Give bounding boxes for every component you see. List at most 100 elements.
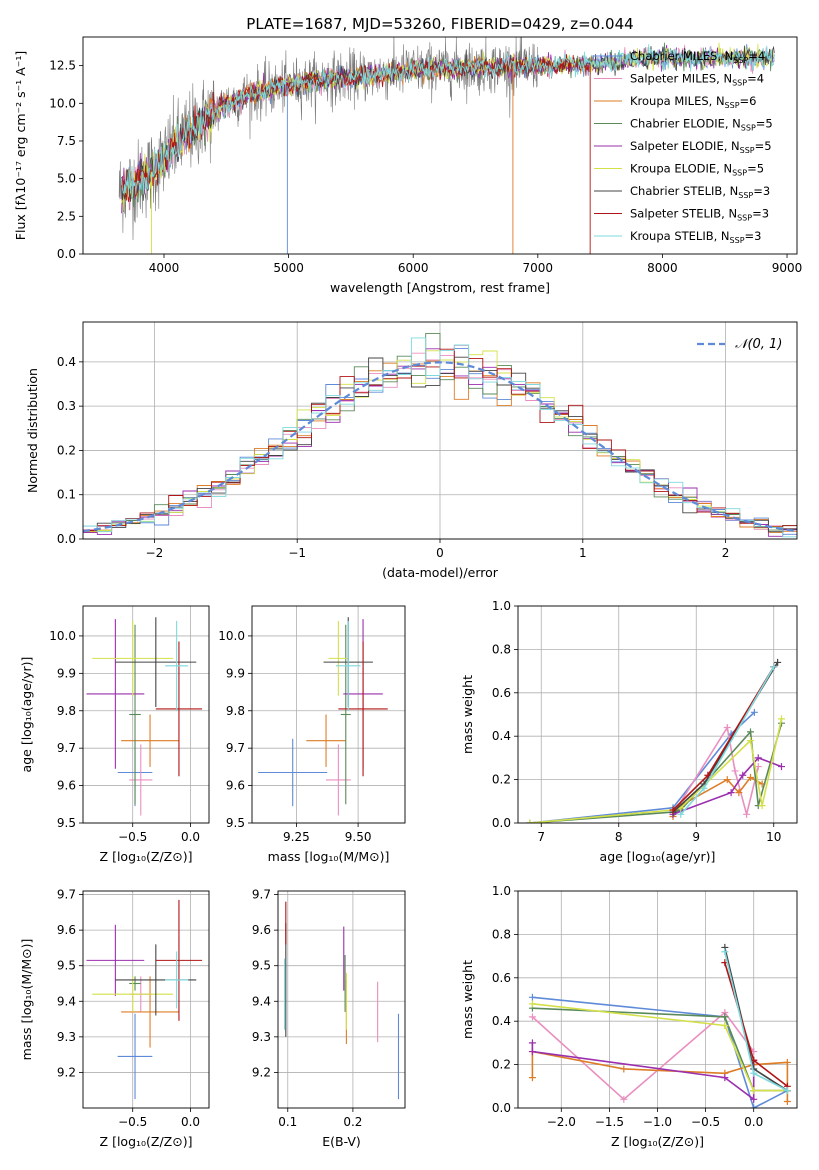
weight_vs_Z-ytick-label: 1.0	[492, 884, 511, 898]
weight_vs_Z-marker	[620, 1095, 628, 1103]
age_vs_mass-xtick-label: 9.50	[345, 830, 372, 844]
age_vs_mass-axes: 9.25 9.50 9.5 9.6 9.7 9.8 9.9 10.0 mass [log₁₀(M…	[218, 606, 405, 864]
spectrum-legend-label: Chabrier ELODIE, NSSP=5	[630, 117, 773, 133]
mass_vs_Z-xlabel: Z [log₁₀(Z/Z⊙)]	[100, 1134, 193, 1149]
mass_vs_EBV-xtick-label: 0.1	[278, 1115, 297, 1129]
weight_vs_Z-ytick-label: 0.6	[492, 971, 511, 985]
weight_vs_age-marker	[747, 773, 754, 781]
spectrum-xlabel: wavelength [Angstrom, rest frame]	[330, 280, 550, 295]
weight_vs_Z-line-kroupa-elodie	[532, 1003, 788, 1092]
mass_vs_Z-ytick-label: 9.4	[57, 994, 76, 1008]
age_vs_Z-ylabel: age [log₁₀(age/yr)]	[19, 657, 34, 773]
residuals-xtick-label: 1	[579, 546, 587, 560]
spectrum-xtick-label: 7000	[523, 261, 554, 275]
residuals-ylabel: Normed distribution	[25, 368, 40, 493]
residuals-ytick-label: 0.2	[57, 443, 76, 457]
weight_vs_age-ytick-label: 0.4	[492, 729, 511, 743]
gauss-legend-label: 𝒩(0, 1)	[735, 337, 782, 352]
weight_vs_Z-marker	[783, 1097, 791, 1105]
weight_vs_Z-marker	[528, 1039, 536, 1047]
age_vs_mass-xlabel: mass [log₁₀(M/M⊙)]	[268, 849, 390, 864]
age_vs_mass-ytick-label: 9.7	[226, 741, 245, 755]
mass_vs_Z-ylabel: mass [log₁₀(M/M⊙)]	[19, 939, 34, 1061]
weight_vs_age-marker	[526, 819, 534, 823]
weight_vs_Z-marker	[528, 1000, 536, 1008]
age_vs_Z-ytick-label: 9.8	[57, 704, 76, 718]
weight_vs_Z-ytick-label: 0.2	[492, 1058, 511, 1072]
weight_vs_age-marker	[747, 728, 754, 736]
mass_vs_Z-plot-area	[86, 899, 203, 1100]
weight_vs_Z-marker	[528, 1013, 536, 1021]
age_vs_Z-ytick-label: 10.0	[49, 629, 76, 643]
residuals-xtick-label: −1	[288, 546, 306, 560]
legend-suffix: =5	[755, 139, 772, 153]
legend-text: Chabrier STELIB, N	[630, 184, 738, 198]
weight_vs_age-frame	[517, 605, 798, 824]
weight_vs_age-marker	[727, 789, 735, 797]
weight_vs_age-plot-area	[526, 658, 785, 823]
age_vs_mass-ytick-label: 9.9	[226, 666, 245, 680]
residuals-xlabel: (data-model)/error	[382, 565, 499, 580]
weight_vs_age-ytick-label: 0.8	[492, 642, 511, 656]
legend-suffix: =4	[747, 72, 764, 86]
weight_vs_age-xtick-label: 8	[615, 830, 623, 844]
mass_vs_EBV-axes: 0.1 0.2 9.2 9.3 9.4 9.5 9.6 9.7 E(B-V)	[252, 888, 405, 1149]
legend-sub: SSP	[725, 101, 740, 110]
age_vs_Z-ytick-label: 9.6	[57, 779, 76, 793]
weight_vs_Z-axes: −2.0 −1.5 −1.0 −0.5 0.0 0.0 0.2 0.4 0.6 0.8 1.0 Z […	[460, 884, 797, 1149]
weight_vs_Z-marker	[528, 993, 536, 1001]
spectrum-ytick-label: 10.0	[49, 96, 76, 110]
weight_vs_Z-marker	[750, 1087, 758, 1095]
weight_vs_age-marker	[747, 737, 754, 745]
residuals-xtick-label: 0	[436, 546, 444, 560]
age_vs_Z-ytick-label: 9.9	[57, 666, 76, 680]
mass_vs_EBV-ytick-label: 9.3	[252, 1030, 271, 1044]
legend-text: Salpeter STELIB, N	[630, 207, 737, 221]
mass_vs_Z-ytick-label: 9.2	[57, 1065, 76, 1079]
weight_vs_Z-marker	[783, 1087, 791, 1095]
weight_vs_Z-marker	[750, 1095, 758, 1103]
weight_vs_age-marker	[778, 763, 785, 771]
legend-sub: SSP	[740, 146, 755, 155]
weight_vs_age-marker	[778, 715, 785, 723]
spectrum-ytick-label: 7.5	[57, 134, 76, 148]
spectrum-xtick-label: 5000	[273, 261, 304, 275]
mass_vs_Z-ytick-label: 9.3	[57, 1030, 76, 1044]
age_vs_mass-ytick-label: 9.5	[226, 816, 245, 830]
weight_vs_age-ylabel: mass weight	[460, 675, 475, 754]
weight_vs_age-line-chabrier-elodie	[529, 722, 783, 823]
weight_vs_Z-xtick-label: −0.5	[691, 1115, 720, 1129]
legend-text: Kroupa ELODIE, N	[630, 162, 732, 176]
weight_vs_age-marker	[731, 767, 739, 775]
legend-text: Kroupa STELIB, N	[630, 229, 730, 243]
weight_vs_Z-marker	[528, 1074, 536, 1082]
residuals-frame	[82, 321, 798, 540]
legend-sub: SSP	[730, 236, 745, 245]
weight_vs_age-xtick-label: 9	[692, 830, 700, 844]
weight_vs_age-xtick-label: 10	[766, 830, 781, 844]
weight_vs_Z-ytick-label: 0.8	[492, 927, 511, 941]
legend-suffix: =4	[748, 49, 765, 63]
age_vs_Z-plot-area	[86, 617, 203, 816]
age_vs_mass-xtick-label: 9.25	[283, 830, 310, 844]
weight_vs_age-line-kroupa-elodie	[529, 718, 783, 823]
spectrum-xtick-label: 6000	[398, 261, 429, 275]
weight_vs_Z-ytick-label: 0.0	[492, 1101, 511, 1115]
legend-suffix: =3	[752, 207, 769, 221]
mass_vs_Z-ytick-label: 9.5	[57, 959, 76, 973]
weight_vs_Z-xtick-label: −2.0	[547, 1115, 576, 1129]
weight_vs_age-xlabel: age [log₁₀(age/yr)]	[600, 849, 716, 864]
weight_vs_Z-marker	[721, 948, 729, 956]
residuals-xtick-label: −2	[146, 546, 164, 560]
weight_vs_age-axes: 7 8 9 10 0.0 0.2 0.4 0.6 0.8 1.0 age [log₁₀(age/yr…	[460, 599, 797, 864]
weight_vs_age-marker	[723, 776, 731, 784]
age_vs_Z-frame	[82, 605, 210, 824]
legend-sub: SSP	[732, 169, 747, 178]
legend-suffix: =3	[745, 229, 762, 243]
spectrum-model-salpeter-stelib	[121, 54, 590, 202]
age_vs_Z-xtick-label: 0.0	[181, 830, 200, 844]
weight_vs_age-marker	[774, 658, 782, 666]
age_vs_mass-plot-area	[258, 617, 388, 816]
residuals-ytick-label: 0.1	[57, 488, 76, 502]
legend-text: Salpeter MILES, N	[630, 72, 732, 86]
